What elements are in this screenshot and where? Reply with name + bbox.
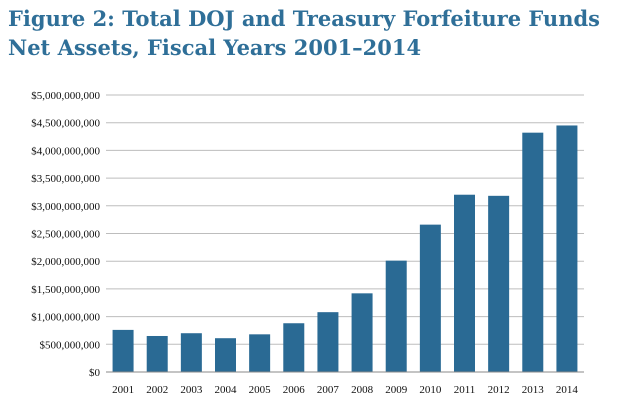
x-tick-label: 2009 <box>385 384 408 396</box>
bar-2013 <box>522 132 544 372</box>
bar-2012 <box>488 195 510 372</box>
bar-2004 <box>215 338 236 372</box>
bar-2002 <box>146 335 168 372</box>
bar-2007 <box>317 312 339 372</box>
y-tick-label: $3,000,000,000 <box>31 201 100 213</box>
gridlines <box>106 94 584 345</box>
y-tick-label: $5,000,000,000 <box>31 90 100 102</box>
x-tick-label: 2013 <box>522 384 545 396</box>
bar-2006 <box>283 323 305 372</box>
y-tick-label: $1,500,000,000 <box>31 284 100 296</box>
x-tick-label: 2001 <box>112 384 134 396</box>
y-tick-label: $2,000,000,000 <box>31 256 100 268</box>
x-tick-label: 2011 <box>454 384 476 396</box>
bar-2005 <box>249 334 271 372</box>
x-tick-label: 2002 <box>146 384 168 396</box>
x-axis-ticks: 2001 2002 2003 2004 2005 2006 2007 2008 2009 2010… <box>112 384 578 396</box>
y-axis-ticks: $0 $500,000,000 $1,000,000,000 $1,500,000,0… <box>31 90 100 379</box>
x-tick-label: 2003 <box>180 384 203 396</box>
y-tick-label: $0 <box>89 367 101 379</box>
y-tick-label: $1,000,000,000 <box>31 312 100 324</box>
x-tick-label: 2005 <box>249 384 272 396</box>
bar-2001 <box>112 329 134 372</box>
y-tick-label: $500,000,000 <box>40 339 101 351</box>
bar-2008 <box>351 293 373 372</box>
x-tick-label: 2008 <box>351 384 374 396</box>
bar-2011 <box>454 194 475 372</box>
x-tick-label: 2007 <box>317 384 340 396</box>
y-tick-label: $4,500,000,000 <box>31 118 100 130</box>
x-tick-label: 2012 <box>488 384 510 396</box>
bar-2014 <box>556 125 578 372</box>
bar-2003 <box>180 333 202 372</box>
y-tick-label: $4,000,000,000 <box>31 145 100 157</box>
x-tick-label: 2006 <box>283 384 306 396</box>
y-tick-label: $3,500,000,000 <box>31 173 100 185</box>
chart-title-line-1: Figure 2: Total DOJ and Treasury Forfeit… <box>8 6 600 31</box>
y-tick-label: $2,500,000,000 <box>31 229 100 241</box>
x-tick-label: 2014 <box>556 384 579 396</box>
bar-2009 <box>385 260 407 372</box>
bars <box>112 125 578 372</box>
chart-title-line-2: Net Assets, Fiscal Years 2001–2014 <box>8 35 422 60</box>
bar-2010 <box>419 224 441 372</box>
x-tick-label: 2010 <box>419 384 442 396</box>
x-tick-label: 2004 <box>215 384 238 396</box>
chart-title: Figure 2: Total DOJ and Treasury Forfeit… <box>8 4 612 62</box>
